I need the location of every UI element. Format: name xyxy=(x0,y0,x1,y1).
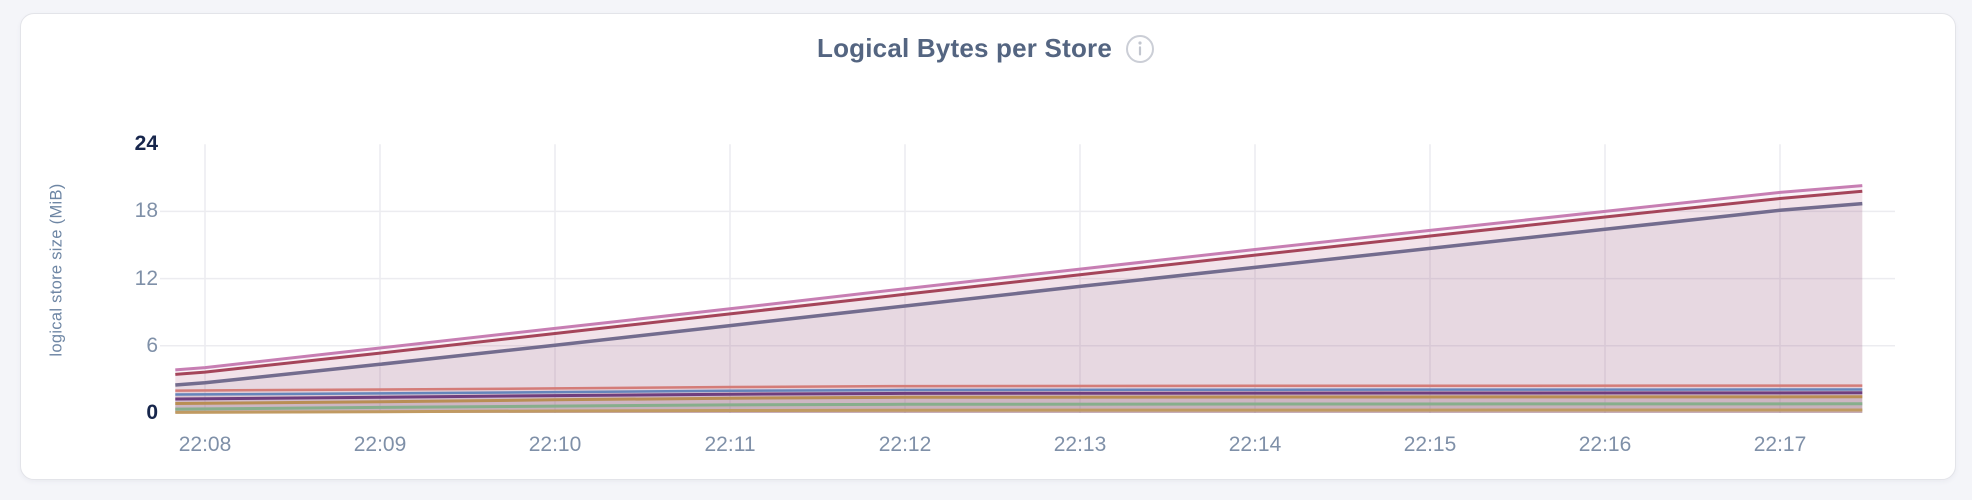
line-store-9 xyxy=(175,408,1863,414)
series-lines xyxy=(175,184,1863,414)
x-tick-2209: 22:09 xyxy=(353,433,407,456)
x-tick-2217: 22:17 xyxy=(1753,433,1807,456)
line-store-4 xyxy=(175,384,1863,392)
line-store-5 xyxy=(175,388,1863,396)
line-store-6 xyxy=(175,391,1863,401)
chart-title: Logical Bytes per Store xyxy=(816,33,1113,63)
line-store-2 xyxy=(175,189,1863,376)
x-tick-2215: 22:15 xyxy=(1403,433,1457,456)
y-axis-label: logical store size (MiB) xyxy=(47,183,66,357)
line-store-3 xyxy=(175,201,1863,387)
y-tick-18: 18 xyxy=(134,199,158,222)
x-tick-2211: 22:11 xyxy=(704,433,756,456)
line-store-8 xyxy=(175,402,1863,411)
area-store-1 xyxy=(175,185,1863,413)
line-store-7 xyxy=(175,395,1863,405)
y-tick-24: 24 xyxy=(134,132,158,155)
line-store-1 xyxy=(175,184,1863,372)
y-tick-0: 0 xyxy=(146,401,158,424)
chart-header: Logical Bytes per Store xyxy=(0,33,1972,64)
x-tick-2208: 22:08 xyxy=(178,433,232,456)
y-tick-12: 12 xyxy=(134,267,158,290)
x-tick-2212: 22:12 xyxy=(878,433,932,456)
info-icon[interactable] xyxy=(1125,34,1155,64)
x-tick-2210: 22:10 xyxy=(528,433,582,456)
x-tick-2214: 22:14 xyxy=(1228,433,1282,456)
x-tick-2213: 22:13 xyxy=(1053,433,1107,456)
series-areas xyxy=(175,185,1863,413)
area-store-3 xyxy=(175,203,1863,413)
y-tick-6: 6 xyxy=(146,334,158,357)
x-tick-2216: 22:16 xyxy=(1578,433,1632,456)
